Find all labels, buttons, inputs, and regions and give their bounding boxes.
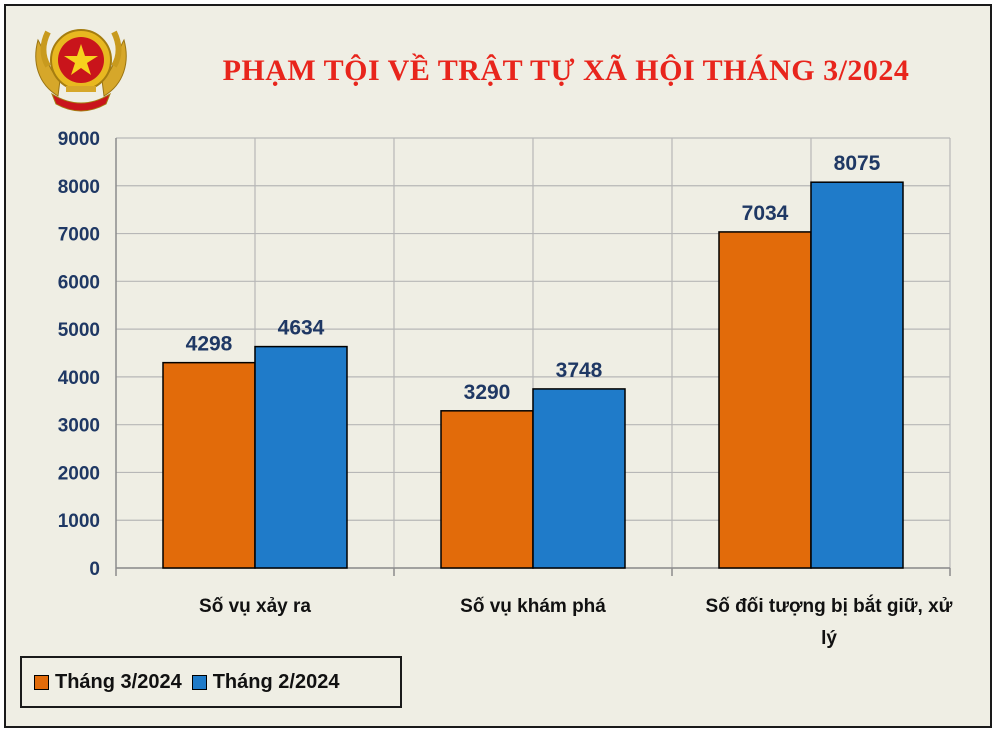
chart-legend: Tháng 3/2024 Tháng 2/2024 [20,656,402,708]
category-label: lý [821,628,837,649]
police-emblem-icon [35,29,127,112]
y-tick-label: 9000 [58,129,100,150]
y-tick-label: 3000 [58,416,100,437]
chart-frame: PHẠM TỘI VỀ TRẬT TỰ XÃ HỘI THÁNG 3/2024 … [4,4,992,728]
category-label: Số đối tượng bị bắt giữ, xử [706,595,953,617]
data-label: 8075 [834,152,881,175]
y-tick-label: 5000 [58,320,100,341]
data-label: 4634 [278,317,325,340]
y-tick-label: 4000 [58,368,100,389]
data-label: 3748 [556,359,603,382]
bar-february [254,345,348,569]
y-tick-label: 2000 [58,463,100,484]
data-label: 4298 [186,333,233,356]
y-tick-label: 8000 [58,177,100,198]
y-tick-label: 1000 [58,511,100,532]
legend-swatch-february [191,674,207,690]
legend-item-february: Tháng 2/2024 [191,670,340,694]
legend-label-february: Tháng 2/2024 [212,670,340,693]
bar-chart: 0 1000 2000 3000 4000 5000 6000 7000 8000 9000 429… [58,129,953,649]
chart-title: PHẠM TỘI VỀ TRẬT TỰ XÃ HỘI THÁNG 3/2024 [222,54,910,87]
y-tick-label: 7000 [58,225,100,246]
bar-march [718,231,812,569]
bar-february [532,388,626,569]
bar-february [810,181,904,569]
data-label: 7034 [742,202,789,225]
legend-swatch-march [34,674,49,690]
data-label: 3290 [464,381,511,404]
category-label: Số vụ xảy ra [199,596,311,617]
bar-march [162,361,256,569]
legend-item-march: Tháng 3/2024 [34,671,182,694]
category-label: Số vụ khám phá [460,596,606,617]
bar-march [440,410,534,569]
legend-label-march: Tháng 3/2024 [55,670,182,693]
y-tick-label: 0 [89,559,100,580]
y-tick-label: 6000 [58,272,100,293]
